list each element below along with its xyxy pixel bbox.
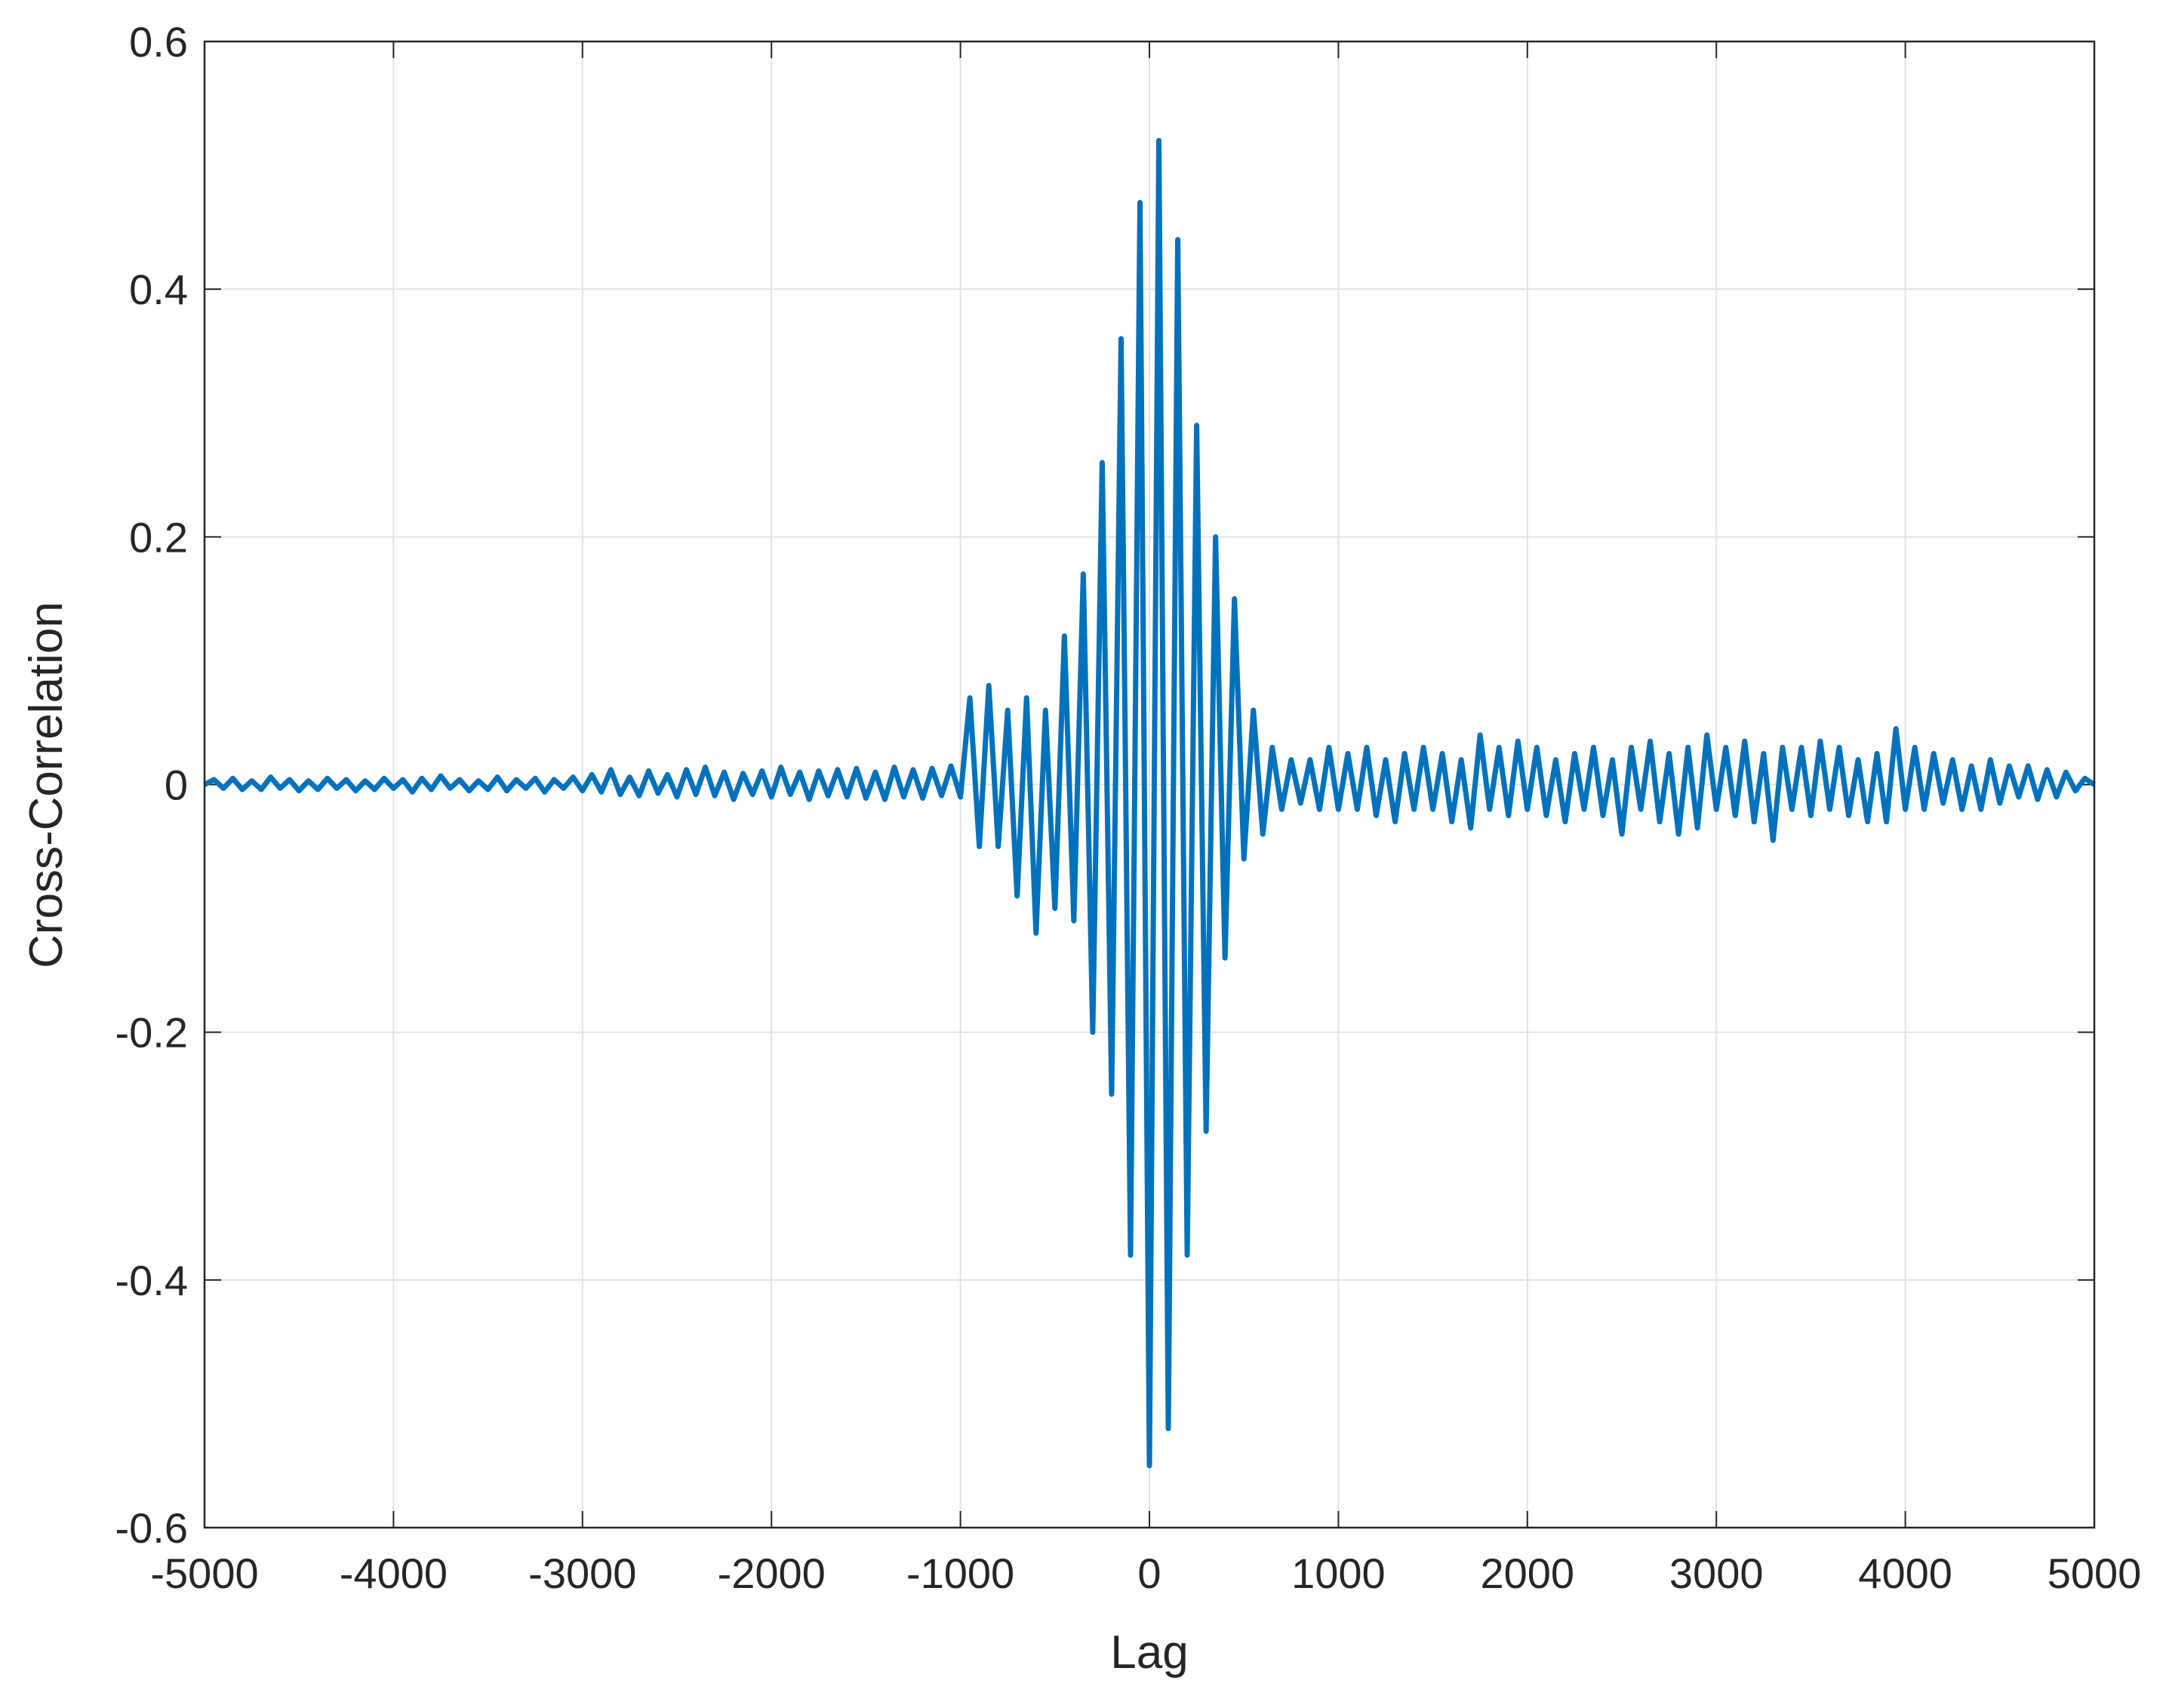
y-tick-label: 0.4	[129, 266, 188, 313]
x-tick-label: 3000	[1669, 1550, 1764, 1597]
x-tick-label: 5000	[2048, 1550, 2142, 1597]
x-tick-label: 4000	[1858, 1550, 1952, 1597]
y-tick-label: 0.6	[129, 18, 188, 66]
y-axis-label: Cross-Correlation	[20, 602, 72, 968]
y-tick-label: 0	[165, 762, 188, 809]
y-tick-label: -0.4	[115, 1257, 189, 1304]
x-tick-label: -4000	[340, 1550, 448, 1597]
y-tick-label: -0.6	[115, 1504, 189, 1552]
x-tick-label: -5000	[150, 1550, 258, 1597]
plot-frame	[203, 40, 2096, 1529]
y-tick-label: -0.2	[115, 1009, 189, 1057]
x-tick-label: -2000	[718, 1550, 826, 1597]
x-tick-label: 0	[1137, 1550, 1161, 1597]
x-tick-label: -3000	[528, 1550, 636, 1597]
x-tick-label: 2000	[1481, 1550, 1575, 1597]
y-tick-label: 0.2	[129, 513, 188, 561]
x-tick-label: 1000	[1291, 1550, 1386, 1597]
x-axis-label: Lag	[1110, 1626, 1188, 1679]
data-line	[203, 137, 2096, 1469]
x-tick-label: -1000	[906, 1550, 1014, 1597]
